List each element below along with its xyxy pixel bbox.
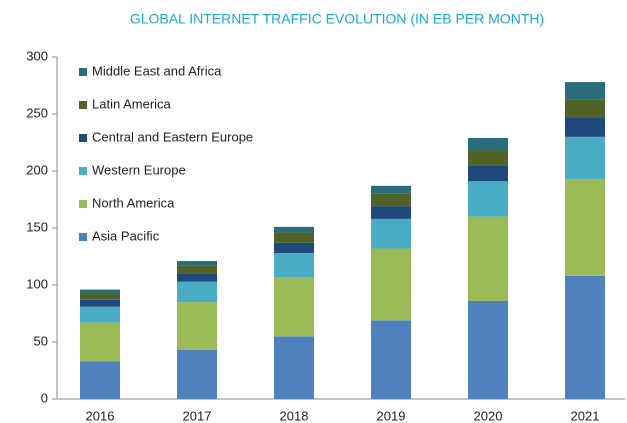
y-tick-label: 50 <box>34 333 48 348</box>
bar-segment <box>371 218 411 249</box>
x-tick-label: 2021 <box>571 408 600 423</box>
x-tick-label: 2016 <box>86 408 115 423</box>
bar-segment <box>468 181 508 217</box>
bar-segment <box>274 226 314 233</box>
bar-segment <box>274 336 314 399</box>
chart-title: GLOBAL INTERNET TRAFFIC EVOLUTION (IN EB… <box>130 11 544 27</box>
y-tick-label: 0 <box>41 390 48 405</box>
legend-swatch <box>79 200 87 208</box>
x-tick-label: 2019 <box>377 408 406 423</box>
bar-segment <box>371 248 411 321</box>
bar-segment <box>80 292 120 300</box>
legend-swatch <box>79 167 87 175</box>
legend-swatch <box>79 101 87 109</box>
bar-segment <box>468 216 508 301</box>
x-tick-label: 2020 <box>474 408 503 423</box>
x-tick-label: 2018 <box>280 408 309 423</box>
bar-segment <box>177 302 217 350</box>
bar-segment <box>565 117 605 137</box>
y-tick-label: 250 <box>26 105 48 120</box>
bar-segment <box>274 242 314 254</box>
bar-segment <box>177 261 217 266</box>
bar-segment <box>468 137 508 151</box>
bar-segment <box>80 361 120 399</box>
bar-segment <box>177 349 217 399</box>
bar-segment <box>80 322 120 362</box>
bar-segment <box>565 82 605 100</box>
y-tick-label: 150 <box>26 219 48 234</box>
bar-segment <box>80 289 120 293</box>
bar-segment <box>371 193 411 207</box>
bar-segment <box>565 99 605 118</box>
legend-label: Asia Pacific <box>92 228 160 243</box>
bar-segment <box>80 306 120 323</box>
bar-segment <box>565 178 605 276</box>
bar-segment <box>371 185 411 194</box>
legend-swatch <box>79 134 87 142</box>
bar-segment <box>80 299 120 307</box>
bar-segment <box>468 165 508 182</box>
legend-swatch <box>79 233 87 241</box>
y-tick-label: 300 <box>26 48 48 63</box>
legend-label: North America <box>92 195 175 210</box>
bar-segment <box>274 277 314 337</box>
y-tick-label: 100 <box>26 276 48 291</box>
bar-segment <box>371 320 411 399</box>
bar-segment <box>177 265 217 274</box>
bar-segment <box>274 232 314 243</box>
legend-swatch <box>79 68 87 76</box>
bar-segment <box>177 273 217 282</box>
legend-label: Central and Eastern Europe <box>92 129 253 144</box>
legend-label: Western Europe <box>92 162 186 177</box>
legend-label: Middle East and Africa <box>92 63 222 78</box>
bar-segment <box>468 150 508 166</box>
bar-segment <box>565 136 605 179</box>
y-tick-label: 200 <box>26 162 48 177</box>
x-tick-label: 2017 <box>183 408 212 423</box>
bar-segment <box>468 300 508 399</box>
legend-label: Latin America <box>92 96 172 111</box>
bar-segment <box>565 275 605 399</box>
bar-segment <box>177 281 217 303</box>
bar-segment <box>274 253 314 278</box>
bar-segment <box>371 206 411 219</box>
